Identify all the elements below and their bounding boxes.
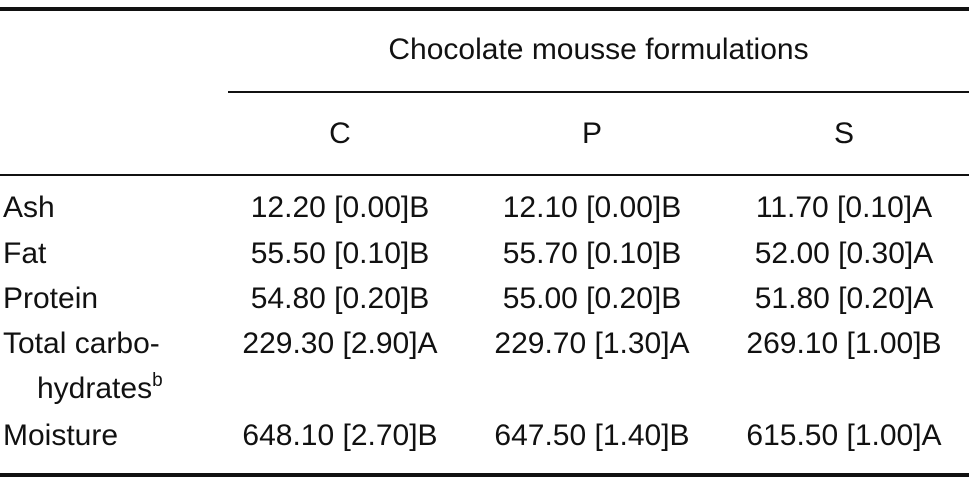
- column-header-p: P: [581, 117, 602, 150]
- cell-ash-s: 11.70 [0.10]A: [755, 191, 933, 224]
- cell-carbohydrates-p: 229.70 [1.30]A: [494, 327, 690, 360]
- cell-protein-c: 54.80 [0.20]B: [250, 282, 430, 315]
- row-label-total-carbohydrates: Total carbo-: [3, 327, 160, 360]
- column-header-c: C: [329, 117, 351, 150]
- cell-protein-s: 51.80 [0.20]A: [754, 282, 934, 315]
- column-header-s: S: [833, 117, 854, 150]
- table-top-rule: [0, 7, 969, 11]
- row-label-total-carbohydrates-continued: hydratesb: [37, 371, 163, 407]
- cell-fat-s: 52.00 [0.30]A: [754, 237, 934, 270]
- row-label-continuation: hydrates: [37, 372, 153, 405]
- cell-ash-c: 12.20 [0.00]B: [250, 191, 430, 224]
- cell-moisture-p: 647.50 [1.40]B: [494, 419, 690, 452]
- row-label-moisture: Moisture: [3, 419, 119, 452]
- row-label-fat: Fat: [3, 237, 47, 270]
- group-header-rule: [228, 91, 969, 93]
- table-bottom-rule: [0, 473, 969, 477]
- cell-ash-p: 12.10 [0.00]B: [502, 191, 682, 224]
- cell-carbohydrates-s: 269.10 [1.00]B: [746, 327, 942, 360]
- group-header: Chocolate mousse formulations: [388, 33, 809, 66]
- cell-protein-p: 55.00 [0.20]B: [502, 282, 682, 315]
- header-bottom-rule: [0, 174, 969, 176]
- cell-moisture-c: 648.10 [2.70]B: [242, 419, 438, 452]
- footnote-marker: b: [152, 370, 163, 391]
- cell-fat-p: 55.70 [0.10]B: [502, 237, 682, 270]
- row-label-ash: Ash: [3, 191, 55, 224]
- cell-carbohydrates-c: 229.30 [2.90]A: [242, 327, 438, 360]
- cell-fat-c: 55.50 [0.10]B: [250, 237, 430, 270]
- cell-moisture-s: 615.50 [1.00]A: [746, 419, 942, 452]
- row-label-protein: Protein: [3, 282, 99, 315]
